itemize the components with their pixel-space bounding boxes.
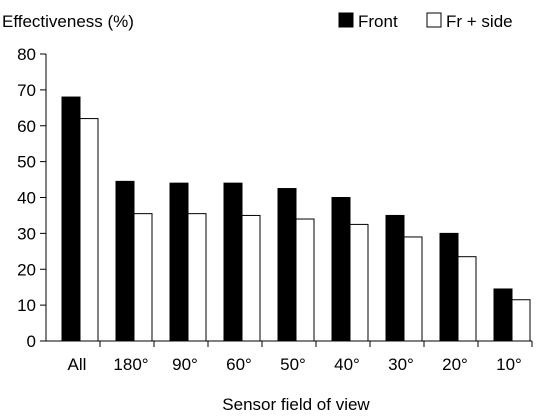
y-ticks: 0 10 20 30 40 50 60 70 80	[17, 45, 46, 351]
bar-front	[439, 232, 459, 342]
bar-fr-side	[133, 213, 153, 342]
x-tick-label: 20°	[442, 355, 468, 374]
bar-fr-side	[241, 214, 261, 342]
y-axis-label: Effectiveness (%)	[2, 12, 134, 31]
y-tick-label: 20	[17, 260, 36, 279]
y-tick-label: 0	[27, 332, 36, 351]
x-tick-label: 90°	[172, 355, 198, 374]
bar-front	[169, 182, 189, 342]
x-tick-label: 40°	[334, 355, 360, 374]
bar-fr-side	[79, 118, 99, 342]
bar-front	[277, 188, 297, 342]
legend-label-front: Front	[358, 12, 398, 31]
legend: Front Fr + side	[338, 12, 513, 31]
x-tick-label: 60°	[226, 355, 252, 374]
y-tick-label: 30	[17, 224, 36, 243]
y-tick-label: 50	[17, 153, 36, 172]
legend-label-fr-side: Fr + side	[446, 12, 513, 31]
x-ticks: All 180° 90° 60° 50° 40° 30° 20° 10°	[68, 341, 533, 374]
x-tick-label: 180°	[113, 355, 148, 374]
y-tick-label: 80	[17, 45, 36, 64]
y-tick-label: 40	[17, 189, 36, 208]
bar-fr-side	[295, 218, 315, 342]
bar-front	[493, 288, 513, 342]
bar-front	[223, 182, 243, 342]
legend-swatch-front	[338, 12, 354, 28]
bar-fr-side	[187, 213, 207, 342]
bar-fr-side	[457, 256, 477, 342]
bar-front	[331, 197, 351, 342]
bar-front	[115, 180, 135, 342]
y-tick-label: 60	[17, 117, 36, 136]
legend-swatch-fr-side	[426, 12, 442, 28]
x-tick-label: 50°	[280, 355, 306, 374]
x-tick-label: 10°	[496, 355, 522, 374]
bar-fr-side	[349, 223, 369, 342]
bar-fr-side	[511, 299, 531, 342]
x-tick-label: 30°	[388, 355, 414, 374]
y-tick-label: 10	[17, 296, 36, 315]
bar-front	[385, 214, 405, 342]
x-tick-label: All	[68, 355, 87, 374]
bar-fr-side	[403, 236, 423, 342]
bar-front	[61, 96, 81, 342]
bars	[61, 96, 531, 342]
x-axis-label: Sensor field of view	[222, 395, 370, 414]
y-tick-label: 70	[17, 81, 36, 100]
